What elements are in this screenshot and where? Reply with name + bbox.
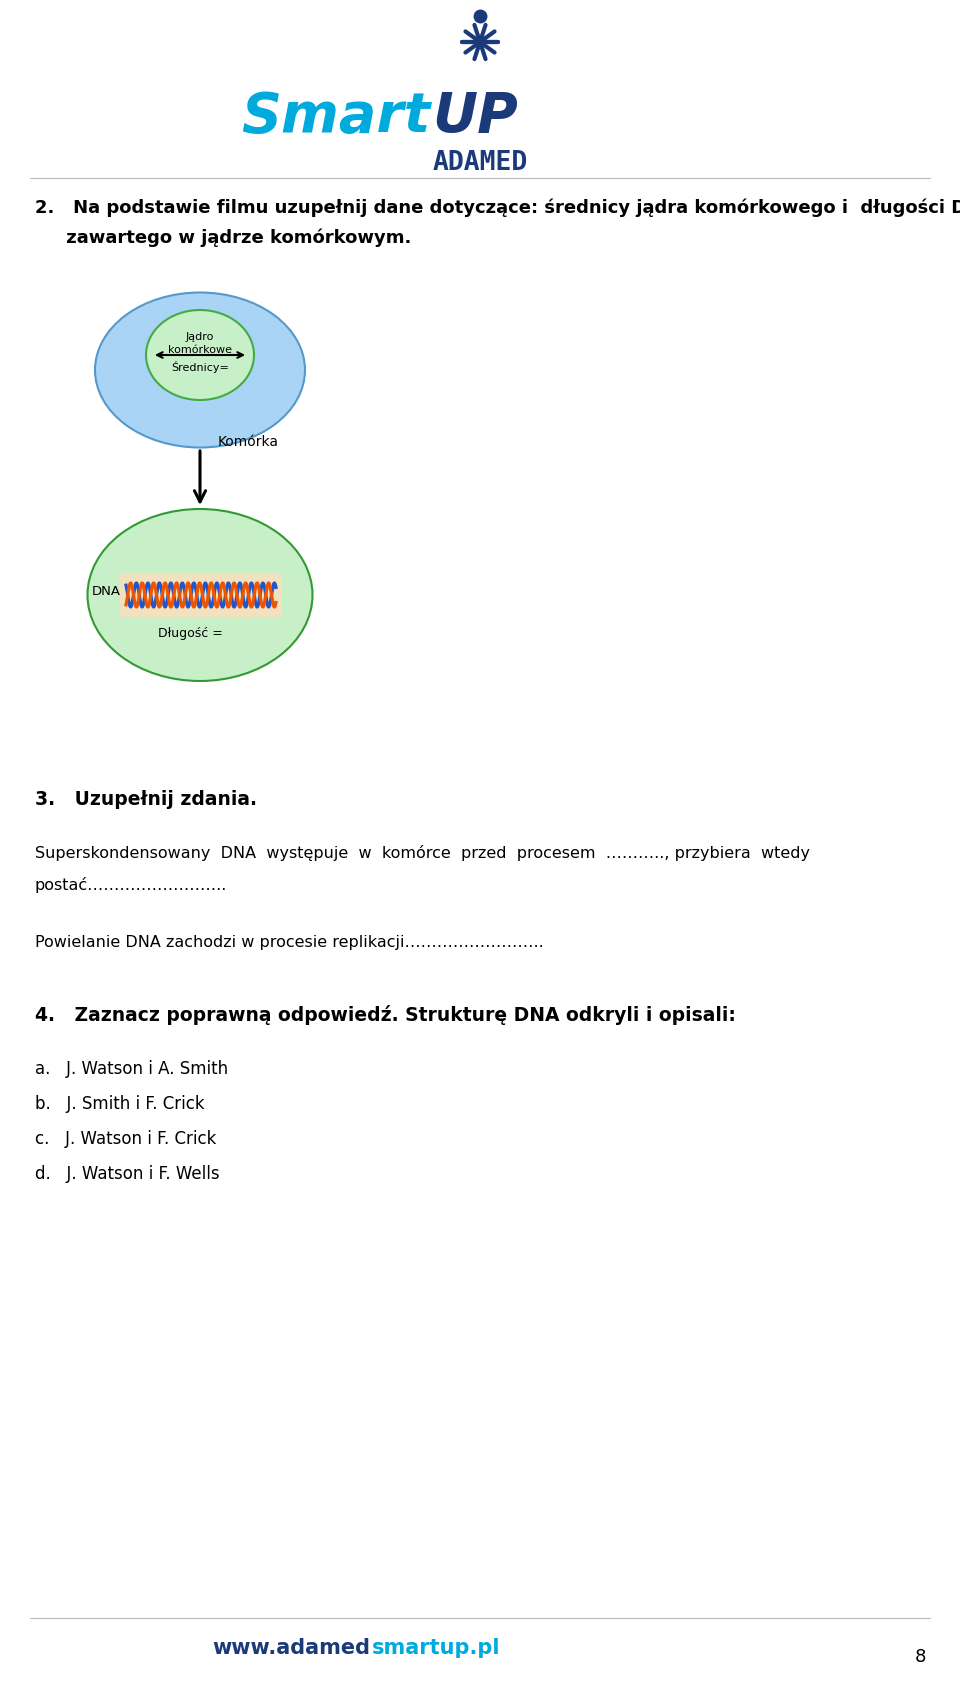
Text: DNA: DNA [91, 584, 121, 598]
Text: Długość =: Długość = [158, 627, 223, 640]
Text: Komórka: Komórka [218, 435, 279, 449]
Text: www.adamed: www.adamed [212, 1638, 370, 1658]
Text: a.   J. Watson i A. Smith: a. J. Watson i A. Smith [35, 1060, 228, 1077]
Text: c.   J. Watson i F. Crick: c. J. Watson i F. Crick [35, 1130, 216, 1149]
Text: b.   J. Smith i F. Crick: b. J. Smith i F. Crick [35, 1094, 204, 1113]
Ellipse shape [95, 293, 305, 447]
Text: 3.   Uzupełnij zdania.: 3. Uzupełnij zdania. [35, 789, 257, 810]
Text: Średnicy=: Średnicy= [171, 361, 228, 373]
Text: Jądro: Jądro [186, 332, 214, 342]
FancyBboxPatch shape [120, 573, 282, 617]
Text: zawartego w jądrze komórkowym.: zawartego w jądrze komórkowym. [35, 229, 412, 247]
Text: komórkowe: komórkowe [168, 346, 232, 356]
Text: ADAMED: ADAMED [432, 151, 528, 176]
Text: d.   J. Watson i F. Wells: d. J. Watson i F. Wells [35, 1165, 220, 1182]
Text: Superskondensowany  DNA  występuje  w  komórce  przed  procesem  ……….., przybier: Superskondensowany DNA występuje w komór… [35, 845, 810, 861]
Text: smartup.pl: smartup.pl [372, 1638, 500, 1658]
Text: 2.   Na podstawie filmu uzupełnij dane dotyczące: średnicy jądra komórkowego i  : 2. Na podstawie filmu uzupełnij dane dot… [35, 198, 960, 217]
Text: postać……………………..: postać…………………….. [35, 877, 228, 893]
Text: UP: UP [432, 90, 517, 144]
Text: 4.   Zaznacz poprawną odpowiedź. Strukturę DNA odkryli i opisali:: 4. Zaznacz poprawną odpowiedź. Strukturę… [35, 1005, 736, 1025]
Text: 8: 8 [914, 1648, 925, 1665]
Text: Powielanie DNA zachodzi w procesie replikacji……………………..: Powielanie DNA zachodzi w procesie repli… [35, 935, 543, 950]
Ellipse shape [146, 310, 254, 400]
Text: Smart: Smart [241, 90, 430, 144]
Ellipse shape [87, 508, 313, 681]
